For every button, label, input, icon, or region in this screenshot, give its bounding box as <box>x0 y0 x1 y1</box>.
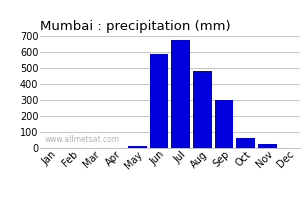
Text: Mumbai : precipitation (mm): Mumbai : precipitation (mm) <box>40 20 230 33</box>
Bar <box>128 146 147 148</box>
Bar <box>150 54 168 148</box>
Bar <box>237 138 255 148</box>
Text: www.allmetsat.com: www.allmetsat.com <box>45 135 120 144</box>
Bar <box>258 144 277 148</box>
Bar <box>171 40 190 148</box>
Bar <box>215 100 233 148</box>
Bar <box>193 71 211 148</box>
